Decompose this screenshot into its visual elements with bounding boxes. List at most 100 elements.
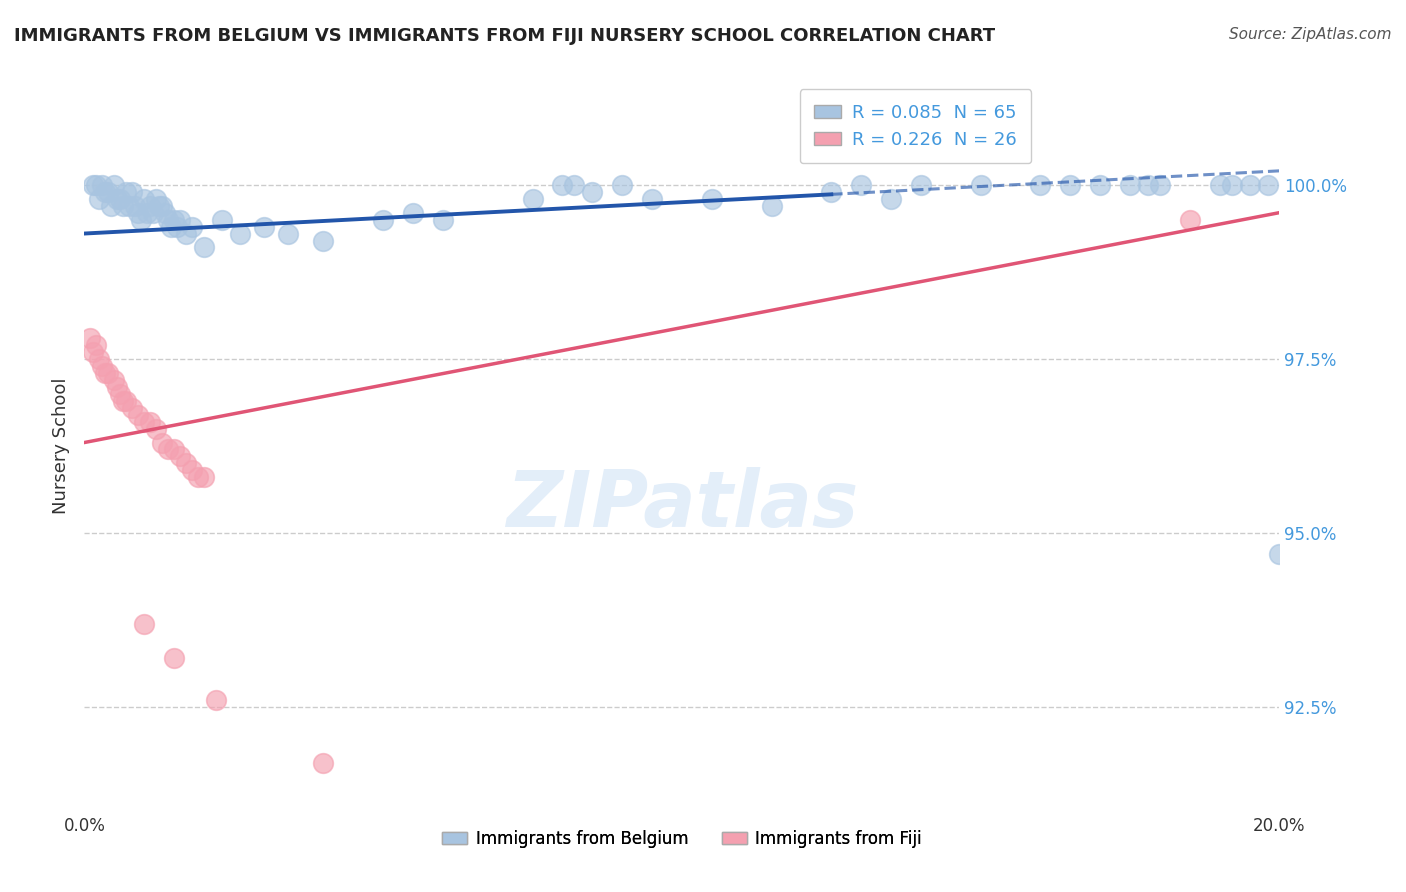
Point (124, 199, 146, 213)
Point (174, 457, 197, 471)
Point (105, 192, 128, 206)
Point (564, 178, 586, 192)
Point (910, 178, 932, 192)
Point (112, 393, 135, 408)
Point (193, 240, 215, 254)
Point (1239, 178, 1261, 192)
Point (312, 234, 335, 248)
Point (157, 212, 180, 227)
Point (1029, 178, 1052, 192)
Point (142, 205, 165, 219)
Point (91, 359, 114, 373)
Legend: Immigrants from Belgium, Immigrants from Fiji: Immigrants from Belgium, Immigrants from… (436, 823, 928, 855)
Point (132, 616, 156, 631)
Point (880, 192, 903, 206)
Point (970, 178, 993, 192)
Point (612, 178, 634, 192)
Point (1059, 178, 1081, 192)
Point (432, 212, 454, 227)
Point (169, 212, 191, 227)
Point (94, 366, 117, 380)
Point (160, 219, 183, 234)
Point (100, 199, 122, 213)
Point (110, 192, 132, 206)
Point (127, 205, 149, 219)
Point (522, 192, 544, 206)
Point (89, 351, 111, 366)
Point (277, 227, 299, 241)
Point (110, 386, 132, 401)
Text: Source: ZipAtlas.com: Source: ZipAtlas.com (1229, 27, 1392, 42)
Point (229, 227, 252, 241)
Point (163, 212, 186, 227)
Text: IMMIGRANTS FROM BELGIUM VS IMMIGRANTS FROM FIJI NURSERY SCHOOL CORRELATION CHART: IMMIGRANTS FROM BELGIUM VS IMMIGRANTS FR… (14, 27, 995, 45)
Point (89, 192, 111, 206)
Point (1149, 178, 1171, 192)
Point (402, 205, 425, 219)
Point (1268, 547, 1291, 561)
Point (97, 185, 120, 199)
Point (145, 192, 167, 206)
Point (181, 219, 204, 234)
Point (132, 192, 156, 206)
Point (82, 178, 104, 192)
Point (700, 192, 723, 206)
Point (157, 442, 180, 457)
Point (1220, 178, 1243, 192)
Point (205, 693, 228, 707)
Point (121, 401, 143, 415)
Point (193, 470, 215, 484)
Point (145, 421, 167, 435)
Point (86, 338, 108, 352)
Point (115, 185, 138, 199)
Point (139, 199, 162, 213)
Point (132, 415, 156, 429)
Point (253, 219, 276, 234)
Point (1137, 178, 1160, 192)
Point (105, 380, 128, 394)
Point (169, 450, 191, 464)
Point (163, 651, 186, 665)
Point (1209, 178, 1232, 192)
Point (641, 192, 664, 206)
Point (820, 185, 842, 199)
Point (187, 470, 209, 484)
Point (82, 345, 104, 359)
Point (174, 227, 197, 241)
Point (761, 199, 783, 213)
Point (373, 212, 395, 227)
Point (551, 178, 574, 192)
Point (103, 373, 125, 387)
Point (211, 212, 233, 227)
Point (136, 205, 159, 219)
Point (94, 185, 117, 199)
Point (1257, 178, 1279, 192)
Point (148, 199, 170, 213)
Point (139, 415, 162, 429)
Point (150, 199, 173, 213)
Point (86, 178, 108, 192)
Point (115, 393, 138, 408)
Point (1090, 178, 1112, 192)
Point (118, 199, 141, 213)
Point (127, 408, 149, 422)
Point (112, 199, 135, 213)
Point (1119, 178, 1142, 192)
Text: ZIPatlas: ZIPatlas (506, 467, 858, 542)
Point (166, 219, 188, 234)
Y-axis label: Nursery School: Nursery School (52, 377, 70, 515)
Point (79, 331, 101, 345)
Point (121, 185, 143, 199)
Point (851, 178, 873, 192)
Point (581, 185, 603, 199)
Point (312, 756, 335, 770)
Point (91, 178, 114, 192)
Point (153, 205, 176, 219)
Point (181, 463, 204, 477)
Point (1178, 212, 1201, 227)
Point (103, 178, 125, 192)
Point (97, 366, 120, 380)
Point (129, 212, 152, 227)
Point (150, 435, 173, 450)
Point (163, 442, 186, 457)
